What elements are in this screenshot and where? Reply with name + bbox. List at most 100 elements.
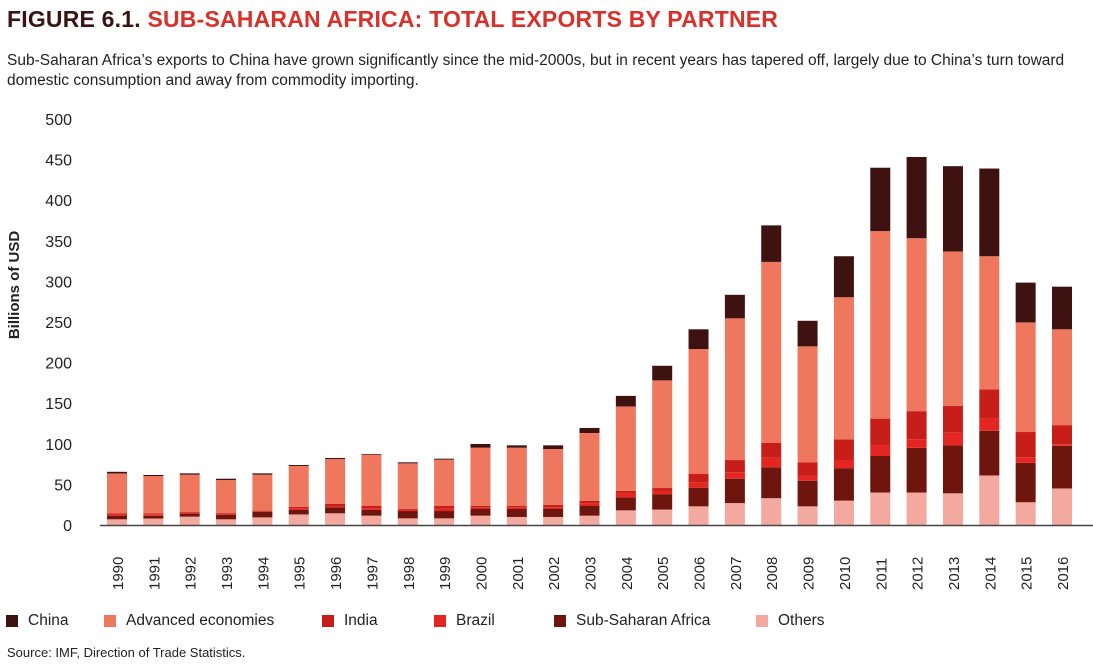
bar-segment-sub-saharan-africa [688, 487, 709, 507]
x-tick-label: 2013 [946, 557, 963, 590]
bar-segment-india [1015, 432, 1036, 458]
x-tick-label: 2016 [1055, 557, 1072, 590]
bar-segment-brazil [179, 512, 200, 514]
bar-segment-others [979, 475, 1000, 525]
bar-segment-sub-saharan-africa [143, 515, 164, 519]
bar-segment-sub-saharan-africa [179, 513, 200, 517]
bar-segment-sub-saharan-africa [506, 509, 527, 517]
bar-segment-sub-saharan-africa [543, 509, 564, 517]
x-tick-label: 2003 [583, 557, 600, 590]
x-tick-label: 1996 [328, 557, 345, 590]
x-tick-label: 1994 [255, 557, 272, 590]
bar-segment-others [216, 519, 237, 525]
bar-segment-brazil [288, 508, 309, 510]
y-tick-label: 400 [45, 193, 72, 210]
bar-segment-india [797, 462, 818, 476]
bar-segment-sub-saharan-africa [361, 509, 382, 516]
bar-segment-advanced-economies [579, 433, 600, 501]
x-tick-label: 2015 [1019, 557, 1036, 590]
bar-segment-china [1052, 286, 1072, 330]
bar-segment-china [361, 454, 382, 455]
y-tick-label: 350 [45, 234, 72, 251]
bar-segment-brazil [761, 457, 782, 468]
legend-label: India [344, 612, 378, 629]
bar-segment-advanced-economies [397, 463, 418, 509]
bar-segment-sub-saharan-africa [434, 511, 455, 519]
y-tick-label: 150 [45, 396, 72, 413]
bar-segment-brazil [143, 514, 164, 516]
legend-swatch [756, 615, 768, 627]
y-tick-label: 500 [45, 112, 72, 129]
bar-segment-brazil [470, 507, 491, 510]
bar-segment-advanced-economies [615, 406, 636, 491]
bar-segment-advanced-economies [833, 297, 854, 440]
stacked-bar-chart: Billions of USD 0 50 100 150 200 250 300 350 400 4… [6, 112, 1093, 590]
x-tick-label: 1990 [110, 557, 127, 590]
bar-segment-china [325, 458, 346, 459]
bar-segment-others [179, 516, 200, 525]
bar-segment-brazil [397, 509, 418, 512]
bar-segment-india [543, 505, 564, 508]
x-tick-label: 1999 [437, 557, 454, 590]
bar-segment-brazil [979, 418, 1000, 431]
legend-item: Sub-Saharan Africa [554, 612, 756, 630]
bar-segment-brazil [797, 475, 818, 481]
legend-label: Brazil [456, 612, 495, 629]
bar-segment-sub-saharan-africa [761, 467, 782, 499]
legend-item: China [6, 612, 104, 630]
bar-segment-sub-saharan-africa [107, 515, 127, 520]
bar-segment-others [288, 514, 309, 525]
bar-segment-sub-saharan-africa [797, 480, 818, 507]
y-axis-label: Billions of USD [6, 231, 23, 340]
y-tick-label: 50 [54, 477, 72, 494]
legend-item: Advanced economies [104, 612, 322, 630]
bar-segment-others [942, 493, 963, 525]
bar-segment-sub-saharan-africa [615, 497, 636, 511]
bar-segment-india [724, 460, 745, 473]
legend-swatch [554, 615, 566, 627]
bar-segment-others [797, 506, 818, 525]
bar-segment-china [870, 167, 891, 232]
y-tick-label: 200 [45, 356, 72, 373]
bar-segment-advanced-economies [325, 458, 346, 504]
y-tick-label: 100 [45, 437, 72, 454]
x-tick-label: 2007 [728, 557, 745, 590]
bar-segment-sub-saharan-africa [252, 511, 273, 518]
legend-swatch [322, 615, 334, 627]
bar-segment-others [906, 492, 927, 525]
bar-segment-brazil [252, 511, 273, 512]
bar-segment-others [761, 498, 782, 525]
x-tick-label: 2002 [546, 557, 563, 590]
bar-segment-india [179, 511, 200, 513]
bar-segment-others [397, 518, 418, 525]
bar-segment-india [288, 506, 309, 509]
bar-segment-sub-saharan-africa [1052, 445, 1072, 489]
source-note: Source: IMF, Direction of Trade Statisti… [7, 645, 246, 660]
bar-segment-brazil [1015, 457, 1036, 463]
bar-segment-india [506, 505, 527, 508]
x-tick-label: 1998 [401, 557, 418, 590]
bar-segment-sub-saharan-africa [397, 511, 418, 519]
legend-label: Advanced economies [126, 612, 275, 629]
bar-segment-brazil [434, 508, 455, 512]
bar-segment-others [107, 519, 127, 525]
bar-segment-advanced-economies [506, 447, 527, 506]
legend-label: China [28, 612, 69, 629]
y-tick-label: 300 [45, 274, 72, 291]
bar-segment-sub-saharan-africa [870, 455, 891, 493]
bar-segment-china [252, 473, 273, 475]
bar-segment-china [615, 395, 636, 407]
legend-swatch [104, 615, 116, 627]
bar-segment-advanced-economies [797, 346, 818, 463]
y-tick-label: 0 [63, 518, 72, 535]
bar-segment-advanced-economies [288, 465, 309, 507]
bar-segment-advanced-economies [107, 473, 127, 514]
bar-segment-advanced-economies [470, 447, 491, 506]
bar-segment-advanced-economies [361, 454, 382, 506]
bar-segment-china [942, 166, 963, 252]
bar-segment-others [470, 515, 491, 525]
bar-segment-brazil [216, 513, 237, 515]
bar-segment-brazil [833, 460, 854, 469]
bar-segment-india [107, 513, 127, 515]
bar-segment-advanced-economies [252, 474, 273, 511]
